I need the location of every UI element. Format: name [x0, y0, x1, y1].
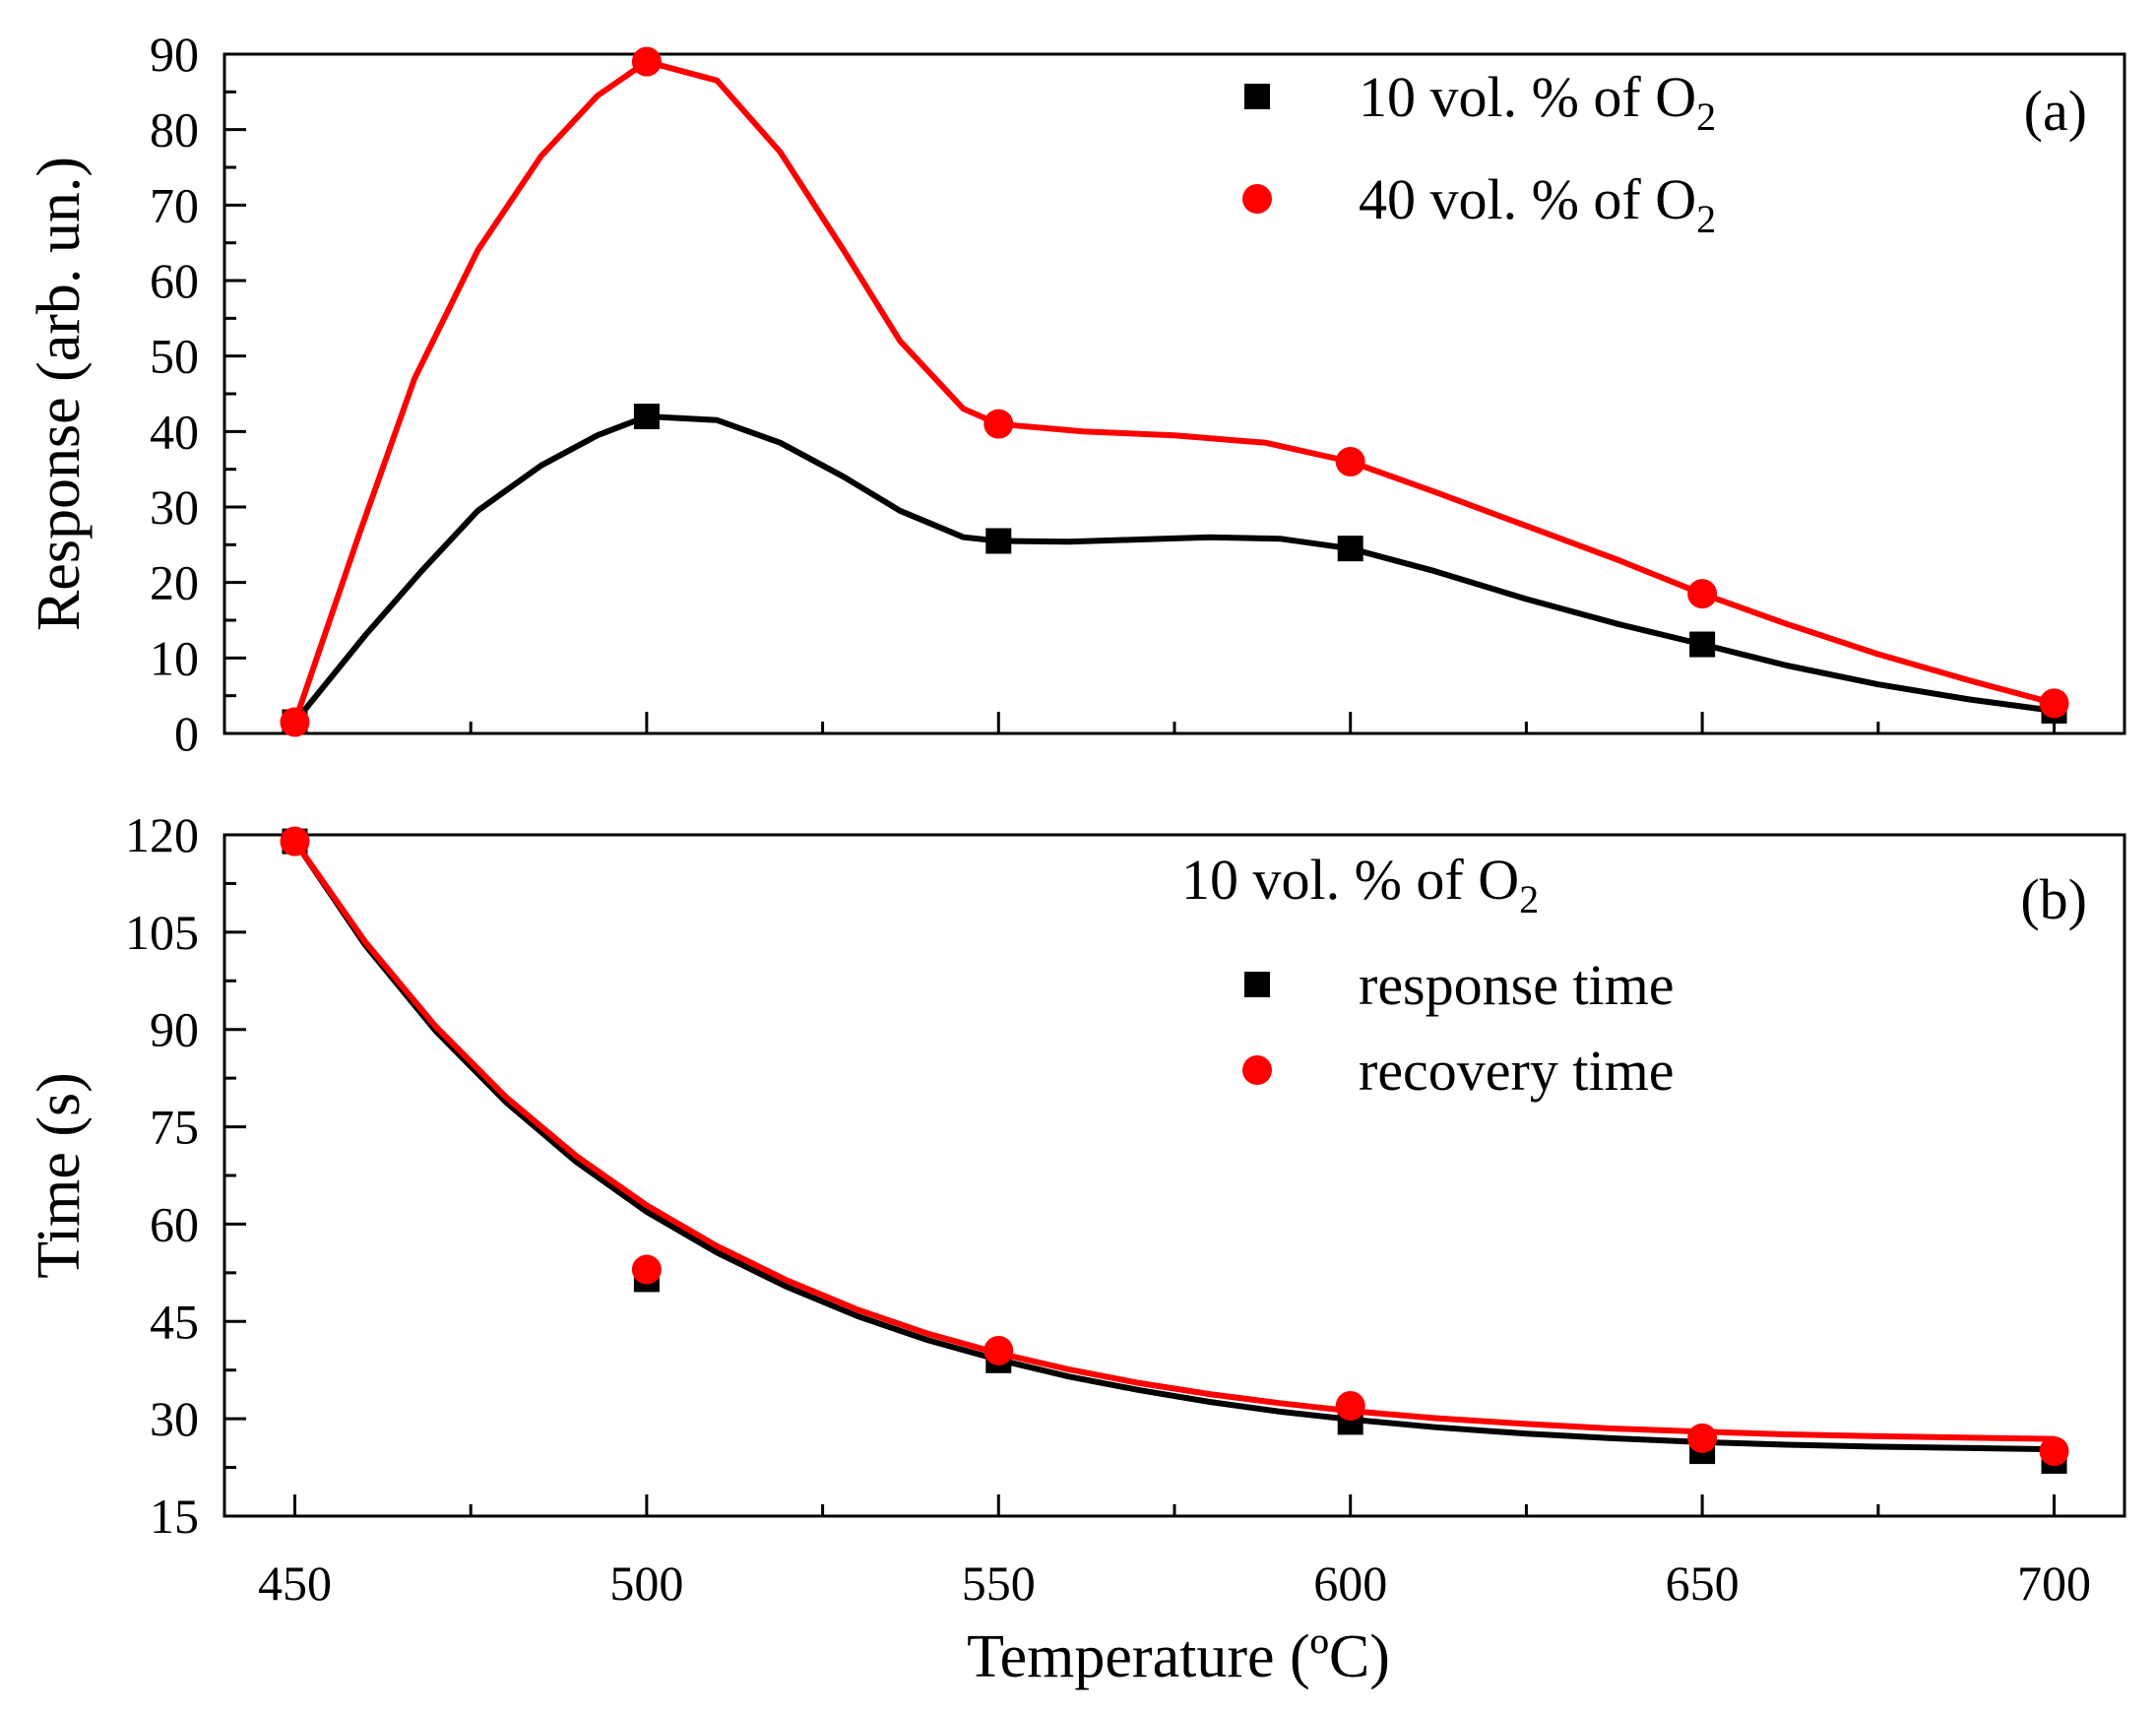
y-tick-label: 70: [150, 177, 199, 232]
y-tick-label: 90: [150, 1002, 199, 1057]
x-tick-label: 450: [258, 1555, 332, 1611]
legend-entry: recovery time: [1359, 1039, 1674, 1103]
legend-entry-label: recovery time: [1359, 1039, 1674, 1103]
panel-label-a: (a): [2024, 79, 2087, 143]
y-tick-label: 80: [150, 102, 199, 158]
y-tick-label: 50: [150, 329, 199, 384]
data-point-circle: [631, 1254, 662, 1285]
y-tick-label: 90: [150, 27, 199, 82]
legend-marker-square: [1244, 972, 1270, 997]
legend-entry: response time: [1359, 953, 1675, 1017]
data-point-circle: [1335, 1390, 1365, 1421]
y-tick-label: 30: [150, 1391, 199, 1446]
y-axis-title-b: Time (s): [26, 1072, 93, 1279]
y-tick-label: 20: [150, 555, 199, 610]
x-tick-label: 550: [962, 1555, 1036, 1611]
data-point-circle: [983, 1335, 1014, 1365]
panel-b: 15 30 45 60 75 90 105 120 450 500 550 600 650 700 Time…: [26, 807, 2126, 1611]
data-point-circle: [280, 826, 310, 856]
data-point-circle: [1335, 447, 1365, 476]
y-tick-label: 15: [150, 1489, 199, 1544]
legend-entry-subscript: 2: [1696, 197, 1716, 241]
x-tick-label: 500: [609, 1555, 683, 1611]
plot-frame-a: [222, 52, 2126, 735]
series-line-10-vol-of-o-a: [291, 413, 2058, 726]
y-tick-label: 105: [125, 905, 199, 960]
y-tick-label: 60: [150, 253, 199, 308]
series-line-recovery-time-b: [291, 838, 2058, 1442]
legend-entry-label: 10 vol. % of O: [1359, 65, 1696, 129]
data-point-circle: [2039, 1436, 2069, 1467]
x-tick-label: 600: [1313, 1555, 1387, 1611]
legend-marker-circle: [1242, 1055, 1272, 1085]
legend-marker-circle: [1242, 184, 1272, 214]
legend-title: 10 vol. % of O2: [1181, 848, 1539, 921]
legend-title-text: 10 vol. % of O: [1181, 848, 1519, 912]
legend-title-subscript: 2: [1519, 877, 1539, 921]
series-line-response-time-b: [291, 838, 2058, 1453]
legend-entry-subscript: 2: [1696, 95, 1716, 139]
data-point-circle: [2039, 688, 2069, 719]
series-line-40-vol-of-o-a: [291, 58, 2058, 726]
y-tick-label: 75: [150, 1100, 199, 1155]
legend-entry: 40 vol. % of O2: [1359, 167, 1716, 241]
y-tick-label: 10: [150, 630, 199, 685]
panel-a: 0 10 20 30 40 50 60 70 80 90 Response (arb. un.) (a…: [26, 27, 2126, 761]
y-axis-title-a: Response (arb. un.): [26, 157, 93, 631]
legend-entry: 10 vol. % of O2: [1359, 65, 1716, 139]
legend-marker-square: [1244, 84, 1270, 109]
data-point-circle: [1687, 579, 1718, 609]
data-point-circle: [983, 409, 1014, 439]
y-tick-label: 30: [150, 479, 199, 535]
y-tick-label: 60: [150, 1196, 199, 1251]
data-point-square: [1337, 536, 1363, 562]
plot-frame-b: [222, 833, 2126, 1518]
y-tick-label: 40: [150, 404, 199, 459]
data-point-circle: [1687, 1423, 1718, 1453]
x-tick-label: 700: [2017, 1555, 2091, 1611]
y-tick-label: 45: [150, 1294, 199, 1349]
y-tick-label: 120: [125, 807, 199, 862]
panel-label-b: (b): [2020, 867, 2087, 931]
x-tick-label: 650: [1666, 1555, 1740, 1611]
x-axis-title: Temperature (ºC): [967, 1623, 1390, 1690]
data-point-square: [633, 404, 660, 429]
legend-entry-label: response time: [1359, 953, 1675, 1017]
data-point-square: [1689, 631, 1716, 658]
y-tick-label: 0: [174, 706, 199, 761]
data-point-square: [985, 528, 1012, 554]
legend-entry-label: 40 vol. % of O: [1359, 167, 1696, 231]
data-point-circle: [280, 707, 310, 737]
data-point-circle: [631, 46, 662, 77]
